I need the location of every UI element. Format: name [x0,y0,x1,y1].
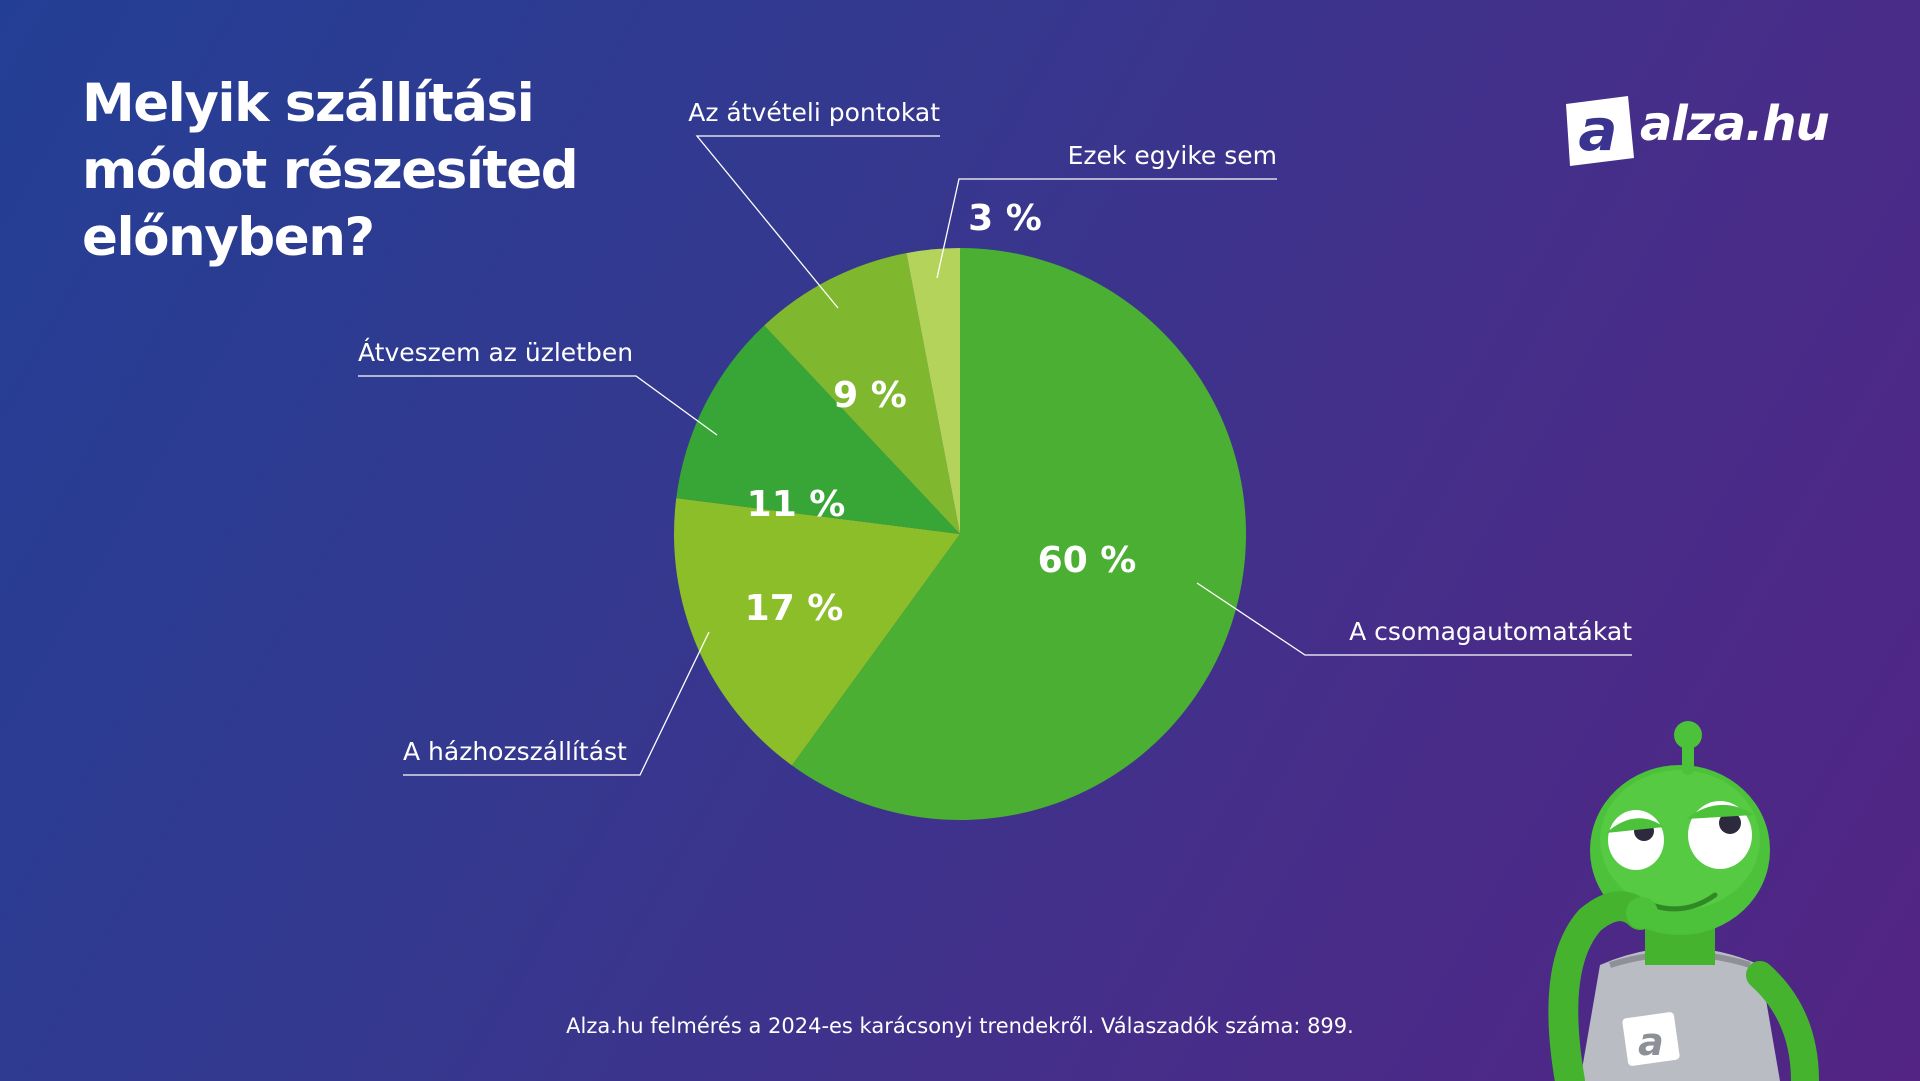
pie-slices [674,248,1246,820]
slice-value-label-4: 9 % [833,375,907,416]
slice-value-label-5: 3 % [968,198,1042,239]
pie-slice-2 [674,498,960,766]
logo-letter: a [1578,96,1617,164]
slice-value-label-2: 17 % [745,588,844,629]
leader-lines [358,135,1632,776]
slice-labels: 60 % A csomagautomatákat 17 % A házhozszáll… [358,98,1632,766]
slice-category-label-5: Ezek egyike sem [1068,141,1277,170]
leader-line-2 [403,631,710,776]
pie-slice-1 [791,248,1246,820]
slice-category-label-3: Átveszem az üzletben [358,338,633,367]
leader-line-5 [936,178,1277,279]
footnote: Alza.hu felmérés a 2024-es karácsonyi tr… [566,1014,1354,1038]
pie-slice-3 [676,325,960,534]
mascot-logo-letter: a [1638,1020,1664,1064]
slice-category-label-1: A csomagautomatákat [1349,617,1632,646]
alza-logo: a alza.hu [1558,92,1830,172]
logo-text: alza.hu [1640,96,1830,152]
pie-slice-5 [906,248,960,534]
alza-logo-icon: a [1566,96,1634,166]
chart-title: Melyik szállítási módot részesíted előny… [82,73,579,268]
leader-line-4 [695,135,940,309]
pie-slice-4 [764,253,960,534]
leader-line-1 [1196,582,1632,656]
slice-value-label-3: 11 % [747,484,846,525]
slice-value-label-1: 60 % [1038,540,1137,581]
slice-category-label-4: Az átvételi pontokat [688,98,940,127]
alien-mascot-illustration: a [1548,721,1819,1081]
leader-line-3 [358,375,718,436]
slice-category-label-2: A házhozszállítást [403,737,627,766]
